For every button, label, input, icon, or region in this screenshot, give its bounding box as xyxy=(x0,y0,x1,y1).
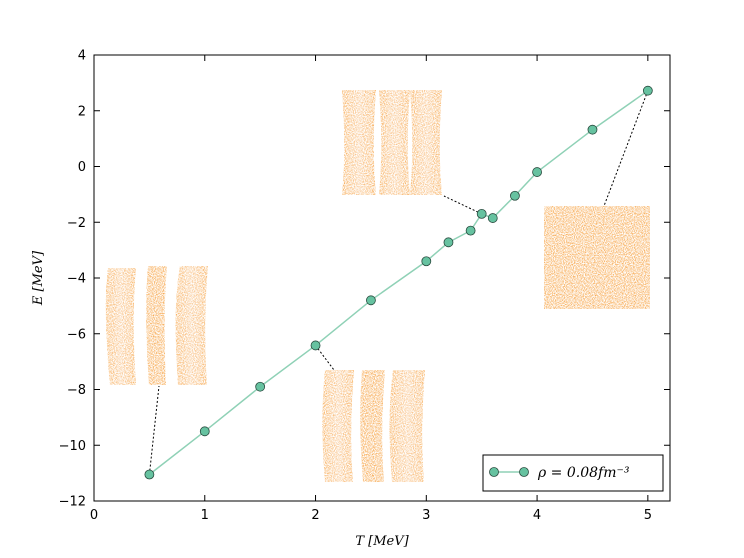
connector-inset-slabs-T2 xyxy=(315,345,335,371)
y-tick-label: −6 xyxy=(67,327,86,342)
x-tick-label: 0 xyxy=(90,508,98,523)
data-point xyxy=(144,469,155,480)
y-tick-label: −8 xyxy=(67,383,86,398)
data-point xyxy=(255,381,266,392)
inset-slabs-T05 xyxy=(105,266,208,385)
data-point xyxy=(310,340,321,351)
connector-inset-uniform-T5 xyxy=(603,90,649,207)
x-tick-label: 3 xyxy=(422,508,430,523)
data-point xyxy=(510,190,520,201)
y-tick-label: 0 xyxy=(78,160,86,175)
axis-ticks xyxy=(93,54,670,502)
legend-marker-right xyxy=(519,467,529,477)
y-tick-label: −4 xyxy=(67,272,86,287)
x-tick-label: 1 xyxy=(201,508,209,523)
x-tick-label: 4 xyxy=(533,508,541,523)
data-point xyxy=(421,256,432,267)
y-tick-label: −2 xyxy=(67,216,86,231)
legend-box xyxy=(482,454,664,492)
data-point xyxy=(532,167,542,177)
inset-slabs-T2 xyxy=(322,370,425,482)
tick-labels: 0 1 2 3 4 5 −12 −10 −8 −6 −4 −2 0 2 4 xyxy=(59,49,652,524)
legend-label: ρ = 0.08fm⁻³ xyxy=(537,465,630,481)
connector-inset-slabs-T35 xyxy=(443,195,482,215)
data-point xyxy=(465,225,476,236)
x-tick-label: 2 xyxy=(311,508,319,523)
series-line xyxy=(148,90,649,476)
inset-uniform-T5 xyxy=(544,206,650,309)
y-tick-label: 4 xyxy=(78,49,86,64)
y-tick-label: −12 xyxy=(59,495,86,510)
y-axis-label: E [MeV] xyxy=(31,250,46,306)
y-tick-label: 2 xyxy=(78,104,86,119)
data-point xyxy=(487,213,498,223)
data-point xyxy=(366,295,376,306)
data-point xyxy=(476,208,487,219)
legend: ρ = 0.08fm⁻³ xyxy=(482,454,664,492)
connector-inset-slabs-T05 xyxy=(148,385,160,475)
inset-connectors xyxy=(148,90,649,475)
series-layer xyxy=(144,85,653,480)
y-tick-label: −10 xyxy=(59,439,86,454)
data-point xyxy=(443,237,454,248)
data-point xyxy=(642,85,653,96)
x-axis-label: T [MeV] xyxy=(355,534,409,549)
inset-slabs-T35 xyxy=(342,90,442,195)
data-point xyxy=(199,426,210,437)
legend-marker-left xyxy=(489,467,499,477)
data-point xyxy=(587,124,598,135)
x-tick-label: 5 xyxy=(644,508,652,523)
